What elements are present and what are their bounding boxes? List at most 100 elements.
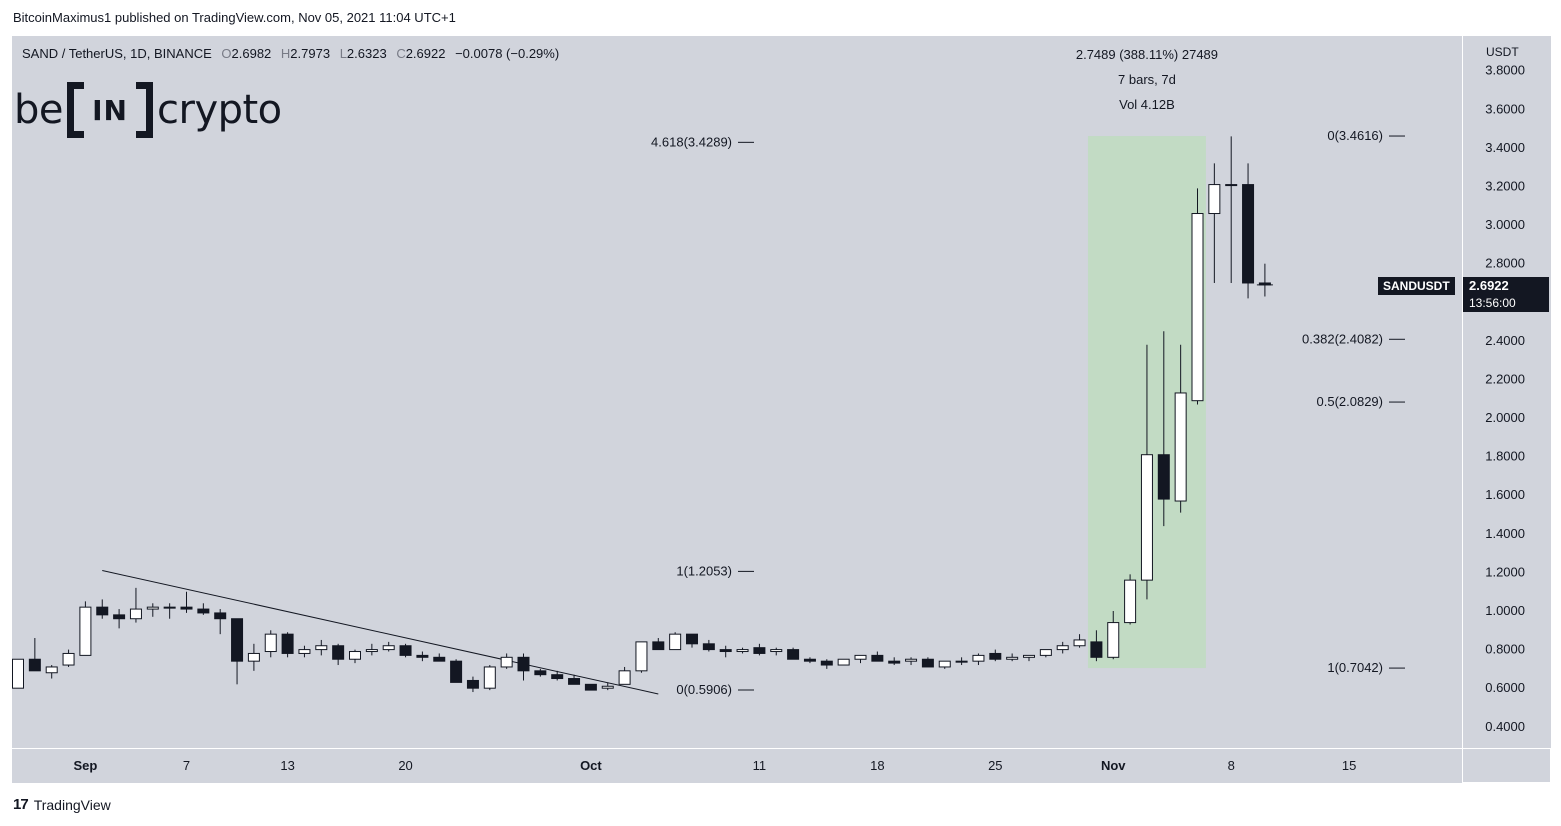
candle-body: [989, 652, 1002, 660]
candle-body: [517, 656, 530, 672]
footer-brand[interactable]: 17 TradingView: [13, 796, 111, 813]
candle-body: [618, 670, 631, 685]
candle-body: [281, 633, 294, 654]
candle-body: [1157, 454, 1170, 500]
plot-area[interactable]: [12, 36, 1462, 748]
fib-right-label-3: 1(0.7042): [1327, 660, 1383, 675]
candle-body: [888, 660, 901, 664]
candle-body: [871, 654, 884, 662]
beincrypto-logo: be IN crypto: [14, 78, 282, 142]
candle-body: [214, 612, 227, 620]
candle-body: [466, 679, 479, 689]
x-tick-label-7: 25: [988, 758, 1002, 773]
candle-body: [1023, 654, 1035, 658]
candle-body: [28, 658, 41, 672]
candle-body: [601, 685, 614, 689]
candle-body: [1208, 184, 1221, 215]
candle-body: [450, 660, 463, 683]
y-tick-label-14: 0.8000: [1485, 642, 1525, 657]
candle-body: [62, 652, 75, 666]
logo-left-text: be: [14, 87, 64, 133]
y-tick-label-11: 1.4000: [1485, 526, 1525, 541]
candle-body: [332, 645, 345, 660]
chart-panel[interactable]: 2.7489 (388.11%) 27489 7 bars, 7d Vol 4.12…: [12, 36, 1551, 783]
logo-right-text: crypto: [157, 87, 282, 133]
fib-left-label-2: 0(0.5906): [676, 682, 732, 697]
candle-body: [180, 606, 193, 610]
candle-body: [551, 674, 564, 680]
candle-body: [820, 660, 833, 666]
x-tick-label-10: 15: [1342, 758, 1356, 773]
y-tick-label-7: 2.2000: [1485, 371, 1525, 386]
tradingview-logo-icon: 17: [13, 796, 29, 813]
candle-body: [854, 654, 867, 660]
y-tick-label-6: 2.4000: [1485, 333, 1525, 348]
candle-body: [1174, 392, 1187, 502]
candle-body: [669, 633, 682, 651]
candle-body: [247, 652, 260, 662]
candle-body: [416, 654, 429, 658]
candle-body: [1090, 641, 1103, 658]
close-key: C: [396, 46, 406, 61]
y-tick-label-0: 3.8000: [1485, 63, 1525, 78]
candle-body: [382, 645, 395, 651]
candle-body: [399, 645, 412, 656]
bar-countdown-tag: 13:56:00: [1463, 295, 1549, 312]
candle-body: [837, 658, 850, 666]
high-key: H: [280, 46, 291, 61]
fib-left-label-1: 1(1.2053): [676, 563, 732, 578]
axis-unit-label: USDT: [1486, 45, 1519, 59]
symbol-price-tag: SANDUSDT: [1378, 277, 1455, 295]
measure-line1: 2.7489 (388.11%) 27489: [1076, 47, 1218, 62]
x-tick-label-4: Oct: [580, 758, 602, 773]
candle-body: [96, 606, 109, 616]
time-axis[interactable]: [12, 748, 1462, 783]
candle-body: [787, 649, 800, 660]
y-tick-label-10: 1.6000: [1485, 487, 1525, 502]
candle-body: [1107, 622, 1120, 658]
candle-body: [972, 654, 985, 662]
y-tick-label-8: 2.0000: [1485, 410, 1525, 425]
x-tick-label-5: 11: [753, 758, 767, 773]
logo-left-bracket: [67, 82, 84, 138]
candle-body: [433, 656, 446, 662]
measure-line2: 7 bars, 7d: [1118, 72, 1176, 87]
fib-right-label-0: 0(3.4616): [1327, 128, 1383, 143]
candlestick-chart[interactable]: 2.7489 (388.11%) 27489 7 bars, 7d Vol 4.12…: [12, 36, 1550, 782]
price-axis[interactable]: [1462, 36, 1551, 748]
symbol-legend: SAND / TetherUS, 1D, BINANCE O2.6982 H2.…: [22, 46, 559, 61]
candle-body: [1124, 579, 1137, 624]
low-key: L: [339, 46, 347, 61]
candle-body: [534, 670, 547, 676]
candle-body: [719, 649, 732, 653]
candle-body: [1140, 454, 1153, 581]
publisher-line: BitcoinMaximus1 published on TradingView…: [13, 10, 456, 25]
candle-body: [500, 656, 513, 668]
candle-body: [584, 683, 597, 691]
candle-body: [803, 658, 816, 662]
candle-body: [905, 658, 918, 662]
candle-body: [231, 618, 244, 662]
axis-corner: [1462, 748, 1551, 783]
x-tick-label-2: 13: [280, 758, 294, 773]
candle-body: [702, 643, 715, 651]
y-tick-label-16: 0.4000: [1485, 719, 1525, 734]
fib-right-label-2: 0.5(2.0829): [1317, 394, 1384, 409]
descending-trendline: [102, 569, 659, 695]
open-value: 2.6982: [231, 46, 272, 61]
candle-body: [365, 649, 378, 653]
candle-body: [955, 660, 968, 663]
candle-body: [45, 666, 58, 674]
measure-line3: Vol 4.12B: [1119, 97, 1175, 112]
y-tick-label-3: 3.2000: [1485, 179, 1525, 194]
candle-body: [568, 678, 581, 685]
fib-left-label-0: 4.618(3.4289): [651, 134, 732, 149]
symbol-title: SAND / TetherUS, 1D, BINANCE: [22, 46, 212, 61]
y-tick-label-2: 3.4000: [1485, 140, 1525, 155]
candle-body: [146, 606, 159, 610]
logo-right-bracket: [136, 82, 153, 138]
candle-body: [736, 649, 749, 653]
x-tick-label-3: 20: [398, 758, 412, 773]
y-tick-label-15: 0.6000: [1485, 680, 1525, 695]
candle-body: [298, 649, 311, 654]
